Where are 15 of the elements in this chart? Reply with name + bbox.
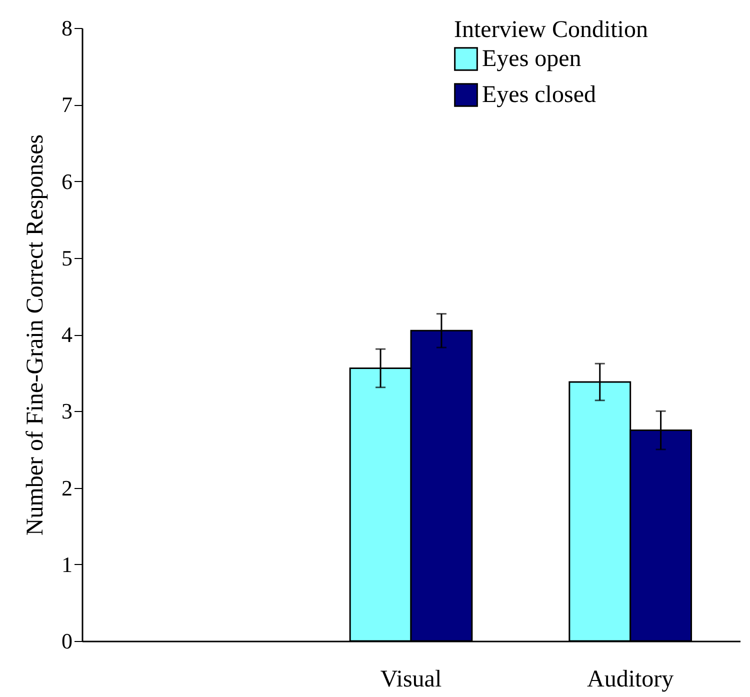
y-tick-label: 6 [62,168,72,194]
y-tick-label: 2 [62,475,72,500]
y-tick-label: 5 [62,245,72,270]
y-tick-label: 1 [62,552,72,577]
y-tick-label: 3 [62,398,72,424]
y-tick-label: 4 [62,322,72,347]
x-tick-label: Auditory [586,666,674,692]
y-axis-title: Number of Fine-Grain Correct Responses [22,134,48,536]
y-tick-label: 7 [62,92,72,118]
y-tick-label: 0 [62,628,72,654]
legend-title: Interview Condition [454,17,648,43]
y-tick-label: 8 [62,16,72,40]
legend-label: Eyes closed [482,82,596,108]
x-tick-label: Visual [380,666,442,692]
legend-label: Eyes open [482,46,582,72]
